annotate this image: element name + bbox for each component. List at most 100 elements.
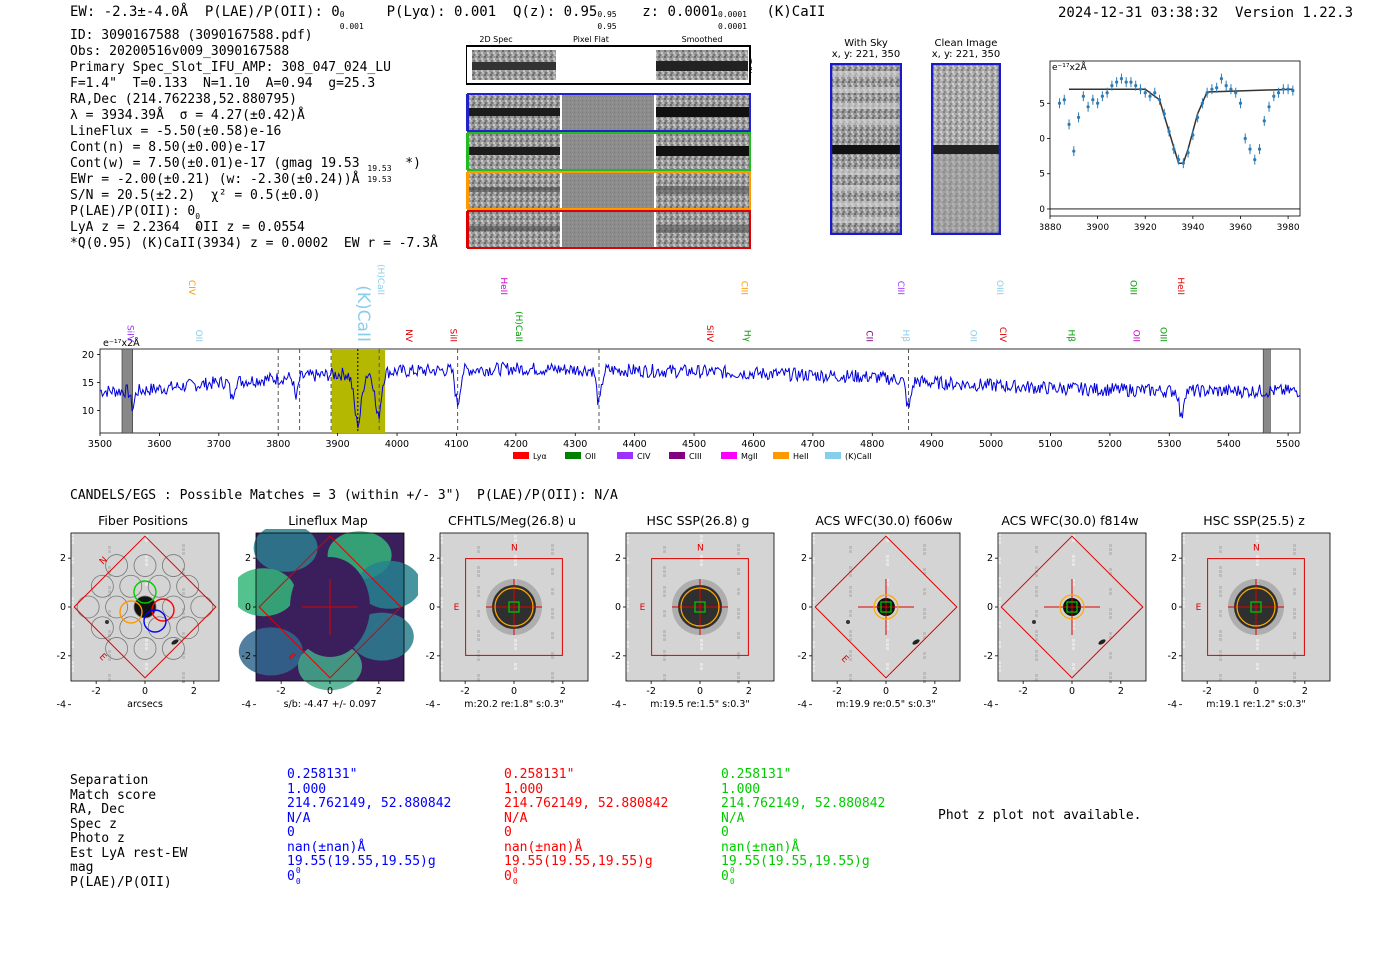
spec2d-col-smoothed: Smoothed bbox=[682, 35, 723, 44]
noise-pixel bbox=[71, 581, 74, 584]
spectral-line-label: SiIV bbox=[704, 325, 714, 343]
noise-pixel bbox=[1219, 610, 1222, 613]
masked-band bbox=[121, 348, 133, 434]
noise-pixel bbox=[812, 533, 815, 536]
spectrum-xtick-label: 5400 bbox=[1217, 439, 1241, 450]
noise-pixel bbox=[1035, 614, 1038, 617]
noise-pixel bbox=[1109, 588, 1112, 591]
noise-pixel bbox=[1109, 572, 1112, 575]
masked-band bbox=[1262, 348, 1271, 434]
info-plae-sup: 0 bbox=[195, 212, 201, 221]
label-separation: Separation bbox=[70, 773, 149, 788]
noise-pixel bbox=[551, 608, 554, 611]
spectral-line-label: (H)CaII bbox=[513, 311, 523, 342]
noise-pixel bbox=[551, 672, 554, 675]
photz-message: Phot z plot not available. bbox=[938, 808, 1142, 823]
spectrum-line bbox=[99, 361, 1301, 429]
noise-pixel bbox=[1109, 592, 1112, 595]
panel-ytick-label: -2 bbox=[798, 651, 807, 662]
zoom-data-point bbox=[1286, 87, 1290, 91]
fiber-circle bbox=[133, 554, 157, 577]
zoom-data-point bbox=[1234, 91, 1238, 95]
noise-pixel bbox=[551, 636, 554, 639]
info-contn: Cont(n) = 8.50(±0.00)e-17 bbox=[70, 140, 266, 155]
noise-pixel bbox=[71, 577, 74, 580]
match-plae-sub: 0 bbox=[295, 876, 301, 886]
line-window-highlight bbox=[331, 349, 386, 433]
zoom-data-point bbox=[1281, 87, 1285, 91]
noise-pixel bbox=[551, 544, 554, 547]
noise-pixel bbox=[923, 612, 926, 615]
noise-pixel bbox=[700, 559, 703, 562]
info-contw-text: Cont(w) = 7.50(±0.01)e-17 (gmag 19.53 bbox=[70, 156, 360, 171]
east-marker: E bbox=[454, 603, 460, 613]
legend-swatch bbox=[617, 452, 633, 459]
with-sky-image bbox=[830, 63, 902, 235]
noise-pixel bbox=[998, 669, 1001, 672]
spec2d-row: 0.061.030551.66"(221, 526)20200516v009_0… bbox=[466, 210, 751, 249]
match-value: nan(±nan)Å bbox=[721, 839, 800, 855]
north-marker: N bbox=[697, 544, 704, 554]
noise-pixel bbox=[1293, 632, 1296, 635]
noise-pixel bbox=[1182, 625, 1185, 628]
spectrum-xtick-label: 4000 bbox=[385, 439, 409, 450]
fiber-circle bbox=[105, 595, 128, 619]
zoom-data-point bbox=[1224, 84, 1228, 88]
spectrum-xtick-label: 4100 bbox=[444, 439, 468, 450]
fiber-circle bbox=[90, 574, 114, 598]
noise-pixel bbox=[998, 537, 1001, 540]
noise-pixel bbox=[108, 658, 111, 661]
noise-pixel bbox=[145, 563, 148, 566]
zoom-data-point bbox=[1124, 80, 1128, 84]
spec2d-col-2dspec: 2D Spec bbox=[479, 35, 512, 44]
noise-pixel bbox=[998, 605, 1001, 608]
noise-pixel bbox=[737, 588, 740, 591]
noise-pixel bbox=[182, 656, 185, 659]
panel-xtick-label: -2 bbox=[460, 686, 469, 697]
noise-pixel bbox=[182, 608, 185, 611]
with-sky-coord: x, y: 221, 350 bbox=[831, 49, 901, 60]
zoom-data-point bbox=[1181, 161, 1185, 165]
noise-pixel bbox=[108, 650, 111, 653]
noise-pixel bbox=[551, 572, 554, 575]
noise-pixel bbox=[663, 574, 666, 577]
spectral-line-label: OII bbox=[967, 330, 977, 342]
noise-pixel bbox=[1109, 652, 1112, 655]
noise-pixel bbox=[626, 597, 629, 600]
with-sky-header: With Sky x, y: 221, 350 bbox=[826, 38, 906, 60]
panel-xtick-label: 0 bbox=[327, 686, 333, 697]
noise-pixel bbox=[1109, 608, 1112, 611]
noise-pixel bbox=[700, 579, 703, 582]
fiber-green bbox=[133, 580, 157, 604]
noise-pixel bbox=[1182, 577, 1185, 580]
noise-pixel bbox=[700, 667, 703, 670]
fiber-circle bbox=[162, 554, 185, 577]
panel-ytick-label: 2 bbox=[1171, 553, 1177, 564]
panel-ytick-label: 2 bbox=[60, 553, 66, 564]
fiber-circle bbox=[119, 616, 143, 640]
noise-pixel bbox=[812, 577, 815, 580]
noise-pixel bbox=[849, 678, 852, 681]
noise-pixel bbox=[1182, 533, 1185, 536]
imaging-panel-title: HSC SSP(25.5) z bbox=[1203, 513, 1305, 528]
spectrum-xtick-label: 3700 bbox=[207, 439, 231, 450]
noise-pixel bbox=[1182, 585, 1185, 588]
panel-caption: arcsecs bbox=[127, 699, 163, 710]
noise-pixel bbox=[1109, 676, 1112, 679]
noise-pixel bbox=[1293, 636, 1296, 639]
legend-swatch bbox=[721, 452, 737, 459]
header-plya: P(Lyα): 0.001 bbox=[386, 4, 497, 20]
noise-pixel bbox=[1293, 608, 1296, 611]
noise-pixel bbox=[1072, 623, 1075, 626]
imaging-panel: HSC SSP(25.5) zNE-4-4-2-2002244m:19.1 re… bbox=[1154, 504, 1357, 713]
zoom-ytick-label: 10 bbox=[1040, 135, 1045, 145]
aperture-circle bbox=[873, 594, 899, 620]
noise-pixel bbox=[849, 590, 852, 593]
zoom-data-point bbox=[1105, 91, 1109, 95]
aperture-circle bbox=[1236, 587, 1276, 627]
counterpart-box bbox=[880, 601, 892, 613]
aperture-circle bbox=[680, 587, 720, 627]
info-contw: Cont(w) = 7.50(±0.01)e-17 (gmag 19.53 19… bbox=[70, 156, 438, 184]
noise-pixel bbox=[1035, 594, 1038, 597]
noise-pixel bbox=[1072, 539, 1075, 542]
